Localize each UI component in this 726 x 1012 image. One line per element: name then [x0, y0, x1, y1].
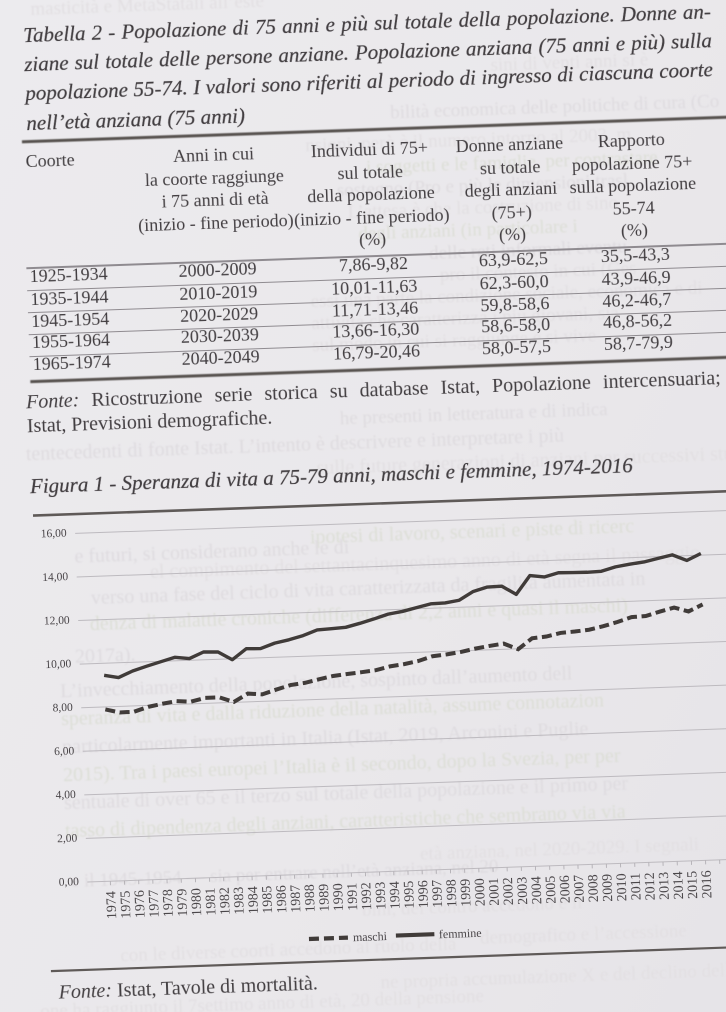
svg-text:1978: 1978 [161, 889, 177, 918]
svg-text:2003: 2003 [515, 877, 531, 906]
svg-text:1983: 1983 [232, 886, 248, 915]
svg-text:2000: 2000 [473, 878, 489, 907]
svg-text:maschi: maschi [353, 929, 388, 944]
svg-text:1982: 1982 [218, 887, 234, 916]
svg-text:4,00: 4,00 [55, 789, 76, 802]
svg-text:1988: 1988 [303, 884, 319, 913]
svg-text:1980: 1980 [189, 888, 205, 917]
svg-text:1994: 1994 [388, 881, 404, 910]
svg-text:16,00: 16,00 [41, 527, 68, 540]
svg-text:14,00: 14,00 [42, 571, 69, 584]
svg-text:femmine: femmine [439, 926, 482, 941]
svg-text:1995: 1995 [402, 880, 418, 909]
svg-text:1997: 1997 [430, 879, 446, 908]
svg-text:2015: 2015 [685, 871, 701, 900]
svg-text:2014: 2014 [671, 871, 687, 900]
svg-text:2,00: 2,00 [57, 833, 78, 846]
svg-text:2012: 2012 [643, 872, 659, 901]
svg-text:1992: 1992 [359, 882, 375, 911]
svg-text:1989: 1989 [317, 883, 333, 912]
svg-text:2004: 2004 [529, 876, 545, 905]
svg-text:8,00: 8,00 [52, 702, 73, 715]
svg-text:2011: 2011 [629, 873, 645, 901]
svg-text:1987: 1987 [288, 884, 304, 913]
svg-text:2006: 2006 [558, 875, 574, 904]
svg-text:1975: 1975 [118, 890, 134, 919]
svg-text:6,00: 6,00 [54, 745, 75, 758]
svg-text:1991: 1991 [345, 882, 361, 911]
svg-text:2001: 2001 [487, 878, 503, 907]
svg-text:0,00: 0,00 [59, 876, 80, 889]
svg-text:1977: 1977 [147, 889, 163, 918]
svg-text:1996: 1996 [416, 880, 432, 909]
svg-text:1993: 1993 [374, 881, 390, 910]
svg-text:2016: 2016 [700, 870, 716, 899]
svg-text:2007: 2007 [572, 875, 588, 904]
svg-text:10,00: 10,00 [45, 658, 72, 671]
svg-text:2008: 2008 [586, 874, 602, 903]
svg-text:1974: 1974 [104, 891, 120, 920]
svg-text:1984: 1984 [246, 886, 262, 915]
svg-text:2005: 2005 [544, 876, 560, 905]
svg-text:1990: 1990 [331, 883, 347, 912]
svg-text:2010: 2010 [614, 873, 630, 902]
svg-text:2013: 2013 [657, 872, 673, 901]
svg-text:12,00: 12,00 [44, 615, 71, 628]
svg-text:1976: 1976 [133, 890, 149, 919]
svg-text:1998: 1998 [444, 879, 460, 908]
svg-text:2009: 2009 [600, 874, 616, 903]
svg-text:1979: 1979 [175, 888, 191, 917]
svg-text:1981: 1981 [204, 887, 220, 916]
svg-text:1999: 1999 [459, 879, 475, 908]
svg-text:1986: 1986 [274, 885, 290, 914]
svg-text:2002: 2002 [501, 877, 517, 906]
svg-text:1985: 1985 [260, 885, 276, 914]
